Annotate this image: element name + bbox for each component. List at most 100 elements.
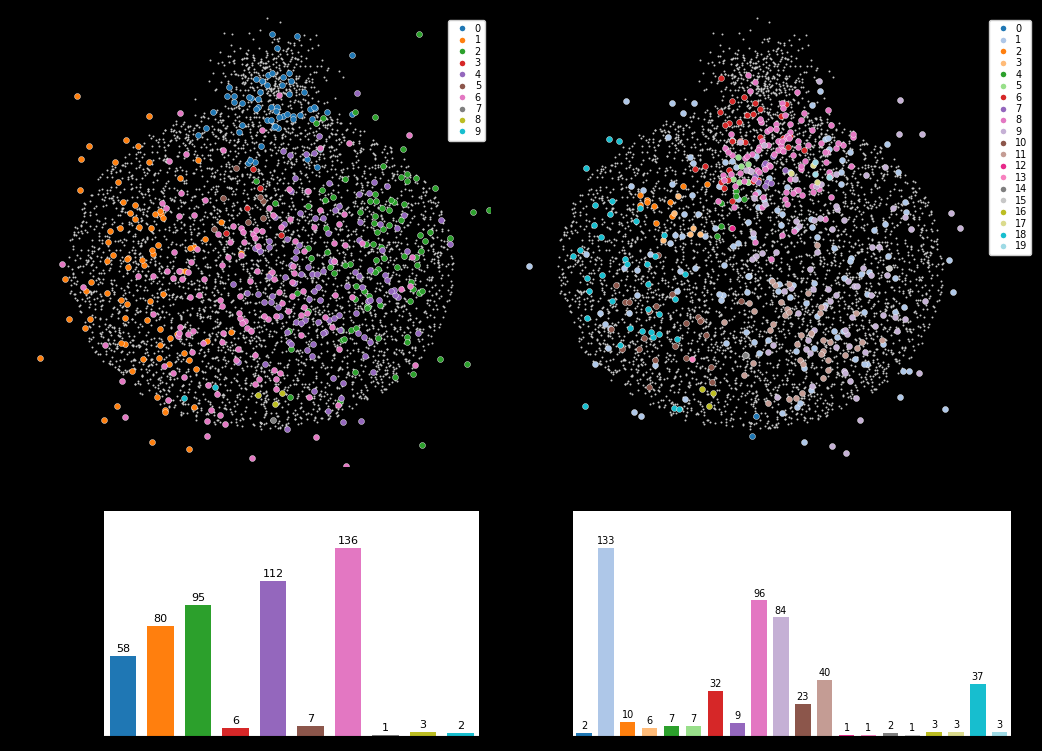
- Point: [268, 85, 284, 97]
- Point: [209, 246, 226, 258]
- Point: [118, 234, 134, 246]
- Point: [145, 130, 162, 142]
- Point: [617, 251, 634, 263]
- Point: [314, 306, 330, 318]
- Point: [656, 221, 673, 233]
- Point: [879, 301, 896, 313]
- Point: [341, 369, 357, 382]
- Point: [132, 159, 149, 171]
- Point: [190, 397, 206, 409]
- 1: [842, 252, 859, 264]
- Point: [293, 356, 309, 368]
- Point: [220, 288, 237, 300]
- Point: [579, 337, 596, 349]
- Point: [227, 406, 244, 418]
- Point: [251, 42, 268, 54]
- Point: [207, 106, 224, 118]
- Point: [896, 272, 913, 284]
- Point: [616, 316, 632, 328]
- Point: [392, 228, 408, 240]
- 2: [662, 197, 678, 209]
- Point: [295, 144, 312, 156]
- Point: [100, 342, 117, 354]
- Point: [319, 300, 336, 312]
- Point: [787, 76, 803, 88]
- 0: [269, 42, 286, 54]
- Point: [180, 144, 197, 156]
- Point: [747, 62, 764, 74]
- Point: [666, 318, 683, 330]
- Point: [298, 74, 315, 86]
- Point: [245, 368, 262, 380]
- Point: [376, 349, 393, 361]
- 11: [815, 345, 832, 357]
- Point: [276, 58, 293, 70]
- Point: [326, 338, 343, 350]
- Point: [861, 316, 877, 328]
- Point: [150, 136, 167, 148]
- Point: [283, 146, 300, 158]
- Point: [928, 235, 945, 247]
- Point: [346, 336, 363, 348]
- Point: [578, 285, 595, 297]
- Point: [752, 366, 769, 378]
- Point: [256, 252, 273, 264]
- 1: [778, 181, 795, 193]
- Point: [782, 173, 798, 185]
- Point: [278, 43, 295, 55]
- Point: [865, 160, 882, 172]
- Point: [687, 260, 703, 272]
- Point: [805, 266, 822, 278]
- Point: [846, 160, 863, 172]
- Point: [114, 236, 130, 248]
- Point: [81, 285, 98, 297]
- Point: [292, 345, 308, 357]
- Point: [206, 243, 223, 255]
- Point: [756, 78, 773, 90]
- Point: [680, 381, 697, 393]
- Point: [347, 371, 364, 383]
- Point: [629, 297, 646, 309]
- Point: [260, 256, 277, 268]
- Point: [301, 209, 318, 221]
- Point: [697, 254, 714, 266]
- Point: [121, 166, 138, 178]
- Point: [651, 308, 668, 320]
- Point: [569, 255, 586, 267]
- Point: [822, 321, 839, 333]
- Point: [88, 274, 104, 286]
- Point: [615, 354, 631, 366]
- Point: [280, 200, 297, 212]
- Point: [331, 148, 348, 160]
- Point: [725, 325, 742, 337]
- Point: [105, 321, 122, 333]
- Point: [373, 209, 390, 221]
- Point: [743, 380, 760, 392]
- Point: [603, 205, 620, 217]
- Point: [265, 71, 281, 83]
- Text: 80: 80: [153, 614, 168, 623]
- Point: [832, 347, 848, 359]
- Point: [322, 204, 339, 216]
- Point: [202, 377, 219, 389]
- 2: [332, 324, 349, 336]
- Point: [874, 214, 891, 226]
- Point: [694, 162, 711, 174]
- Point: [246, 193, 263, 205]
- Point: [755, 164, 772, 176]
- Point: [270, 398, 287, 410]
- 6: [244, 452, 260, 464]
- Point: [283, 252, 300, 264]
- Point: [737, 276, 753, 288]
- Point: [153, 267, 170, 279]
- 10: [607, 279, 624, 291]
- Point: [684, 127, 700, 139]
- Point: [216, 373, 232, 385]
- Point: [734, 288, 750, 300]
- Point: [784, 140, 800, 152]
- Point: [572, 287, 589, 299]
- Point: [361, 339, 377, 351]
- Point: [248, 128, 265, 140]
- Point: [789, 134, 805, 146]
- Point: [352, 125, 369, 137]
